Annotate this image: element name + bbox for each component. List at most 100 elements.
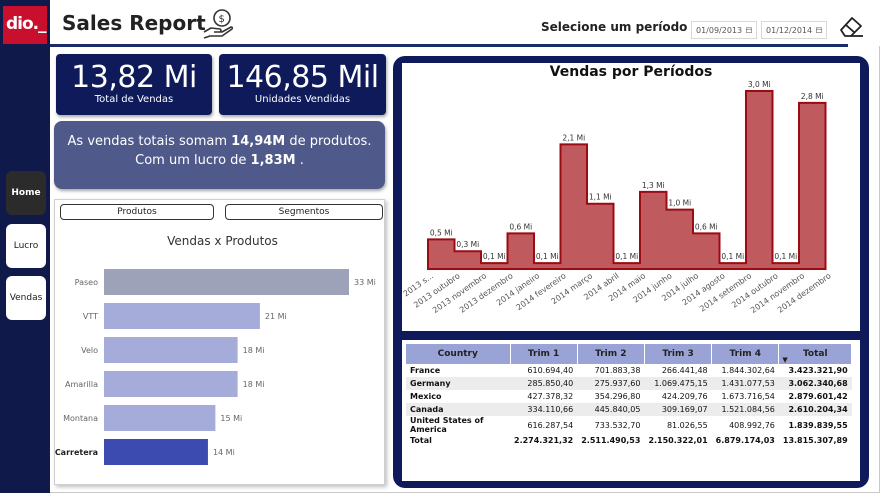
quarterly-table-card: Country Trim 1 Trim 2 Trim 3 Trim 4 Tota… <box>402 340 860 481</box>
calendar-icon <box>746 27 752 33</box>
cell-country: United States of America <box>410 416 484 434</box>
product-bar[interactable] <box>104 371 238 397</box>
cell-trim1: 285.850,40 <box>510 377 578 390</box>
cell-trim2: 354.296,80 <box>594 392 641 401</box>
table-row: Mexico 427.378,32 354.296,80 424.209,76 … <box>406 390 852 403</box>
products-panel: Produtos Segmentos Vendas x Produtos Pas… <box>54 199 385 485</box>
cell-country: Mexico <box>410 392 442 401</box>
bar-value-label: 18 Mi <box>243 346 265 355</box>
header-trim4[interactable]: Trim 4 <box>711 344 780 364</box>
bar-category-label: VTT <box>83 312 98 321</box>
summary-text-3: . <box>295 153 304 168</box>
period-value-label: 0,1 Mi <box>774 252 797 261</box>
products-bar-chart: Paseo 33 Mi VTT 21 Mi Velo 18 Mi Amarilla 18 Mi… <box>55 269 376 465</box>
cell-trim1: 610.694,40 <box>527 366 574 375</box>
bar-category-label: Paseo <box>75 278 98 287</box>
cell-trim4: 1.431.077,53 <box>711 377 779 390</box>
summary-text-1: As vendas totais somam <box>67 134 232 149</box>
product-bar[interactable] <box>104 439 208 465</box>
periods-chart-title: Vendas por Períodos <box>549 64 713 80</box>
period-value-label: 0,6 Mi <box>695 222 718 231</box>
bar-category-label: Carretera <box>55 448 98 457</box>
bar-value-label: 14 Mi <box>213 448 235 457</box>
header-total[interactable]: Total ▼ <box>778 344 853 364</box>
date-end-input[interactable]: 01/12/2014 <box>761 21 827 39</box>
period-value-label: 0,1 Mi <box>536 252 559 261</box>
calendar-icon <box>816 27 822 33</box>
period-value-label: 2,1 Mi <box>562 133 585 142</box>
period-value-label: 0,5 Mi <box>430 228 453 237</box>
cell-trim1: 616.287,54 <box>527 420 574 430</box>
date-end-value: 01/12/2014 <box>766 25 813 35</box>
cell-trim2: 275.937,60 <box>577 377 645 390</box>
cell-trim3: 309.169,07 <box>644 403 712 416</box>
products-chart-title: Vendas x Produtos <box>167 234 278 248</box>
cell-total-trim3: 2.150.322,01 <box>648 436 708 445</box>
header-divider <box>50 44 848 47</box>
cell-total: 1.839.839,55 <box>788 420 848 430</box>
table-row: France 610.694,40 701.883,38 266.441,48 … <box>406 364 852 377</box>
table-header-row: Country Trim 1 Trim 2 Trim 3 Trim 4 Tota… <box>406 344 853 364</box>
kpi-label: Total de Vendas <box>94 94 174 105</box>
product-bar[interactable] <box>104 269 349 295</box>
nav-home-button[interactable]: Home <box>6 171 46 215</box>
period-value-label: 0,6 Mi <box>509 222 532 231</box>
logo-text: dio._ <box>6 14 47 34</box>
header-trim2[interactable]: Trim 2 <box>577 344 645 364</box>
nav-vendas-button[interactable]: Vendas <box>6 276 46 320</box>
table-row: Canada 334.110,66 445.840,05 309.169,07 … <box>406 403 852 416</box>
table-row: United States of America 616.287,54 733.… <box>406 416 852 434</box>
kpi-unidades-vendidas: 146,85 Mil Unidades Vendidas <box>219 54 386 115</box>
page-title: Sales Report <box>62 11 206 35</box>
kpi-label: Unidades Vendidas <box>254 94 351 105</box>
product-bar[interactable] <box>104 303 260 329</box>
period-value-label: 2,8 Mi <box>801 92 824 101</box>
bar-value-label: 21 Mi <box>265 312 287 321</box>
cell-trim3: 81.026,55 <box>666 420 708 430</box>
cell-trim3: 424.209,76 <box>661 392 708 401</box>
periods-area-chart: 0,5 Mi0,3 Mi 0,1 Mi 0,6 Mi 0,1 Mi 2,1 Mi 1,1 … <box>402 80 833 315</box>
sales-area[interactable] <box>427 90 827 270</box>
cell-total-trim1: 2.274.321,32 <box>514 436 574 445</box>
period-value-label: 1,0 Mi <box>668 199 691 208</box>
dio-logo: dio._ <box>3 6 47 44</box>
cell-trim1: 334.110,66 <box>510 403 578 416</box>
quarterly-table: Country Trim 1 Trim 2 Trim 3 Trim 4 Tota… <box>406 344 853 447</box>
cell-trim2: 701.883,38 <box>594 366 641 375</box>
cell-total: 3.423.321,90 <box>788 366 848 375</box>
header-total-label: Total <box>802 349 828 359</box>
period-label: Selecione um período <box>541 20 688 34</box>
period-value-label: 3,0 Mi <box>748 80 771 89</box>
cell-trim1: 427.378,32 <box>527 392 574 401</box>
date-start-input[interactable]: 01/09/2013 <box>691 21 757 39</box>
periods-chart-card: Vendas por Períodos 0,5 Mi 0,3 Mi 0,1 Mi 0,… <box>402 63 860 331</box>
header-country[interactable]: Country <box>406 344 511 364</box>
cell-trim4: 1.521.084,56 <box>711 403 779 416</box>
bar-value-label: 18 Mi <box>243 380 265 389</box>
cell-total: 2.610.204,34 <box>778 403 852 416</box>
header: Sales Report $ Selecione um período 01/0… <box>50 0 880 46</box>
period-value-label: 0,3 Mi <box>456 240 479 249</box>
bar-value-label: 15 Mi <box>220 414 242 423</box>
eraser-icon[interactable] <box>838 14 864 38</box>
cell-trim2: 733.532,70 <box>594 420 641 430</box>
product-bar[interactable] <box>104 337 238 363</box>
segmentos-button[interactable]: Segmentos <box>225 204 383 220</box>
bar-category-label: Amarilla <box>65 380 98 389</box>
product-bar[interactable] <box>104 405 216 431</box>
cell-country: Germany <box>406 377 510 390</box>
cell-total: 3.062.340,68 <box>778 377 852 390</box>
table-total-row: Total 2.274.321,32 2.511.490,53 2.150.32… <box>406 434 852 447</box>
bar-value-label: 33 Mi <box>354 278 376 287</box>
sort-desc-icon: ▼ <box>782 356 788 364</box>
summary-text-2: de produtos. Com um lucro de <box>135 134 372 168</box>
cell-trim3: 266.441,48 <box>661 366 708 375</box>
header-trim1[interactable]: Trim 1 <box>510 344 578 364</box>
period-value-label: 1,1 Mi <box>589 193 612 202</box>
kpi-total-vendas: 13,82 Mi Total de Vendas <box>56 54 212 115</box>
nav-lucro-button[interactable]: Lucro <box>6 224 46 268</box>
header-trim3[interactable]: Trim 3 <box>644 344 713 364</box>
date-start-value: 01/09/2013 <box>696 25 743 35</box>
produtos-button[interactable]: Produtos <box>60 204 214 220</box>
kpi-value: 146,85 Mil <box>226 60 379 95</box>
